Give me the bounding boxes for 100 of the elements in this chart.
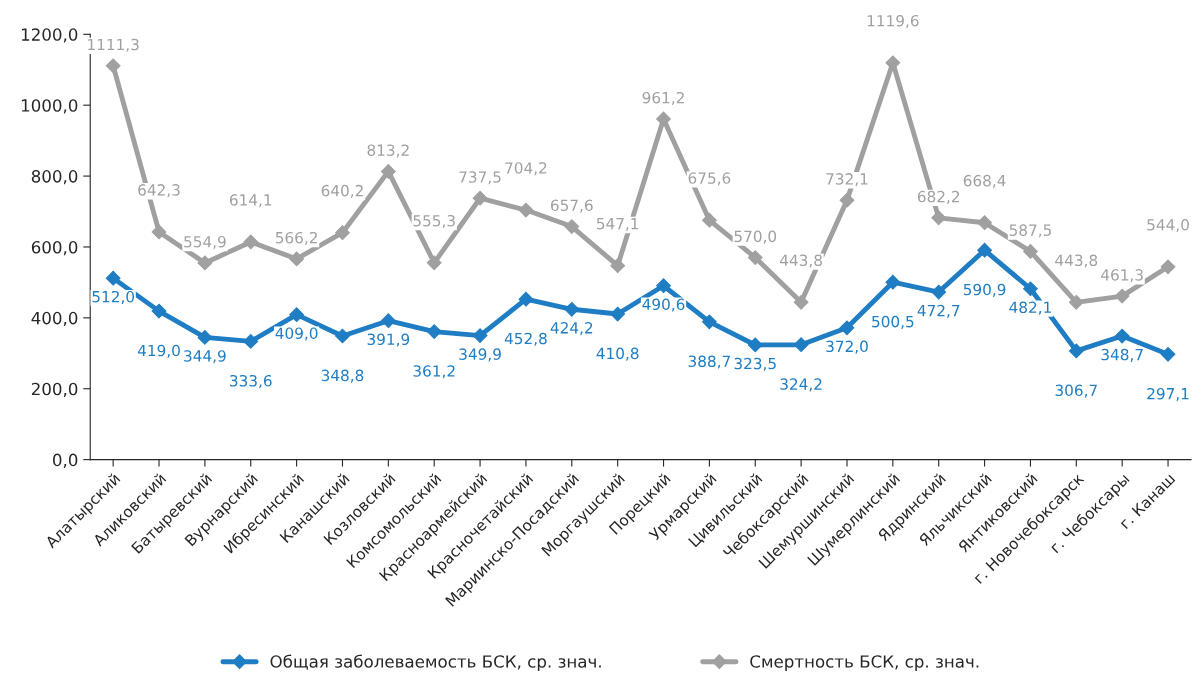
data-label: 961,2 (642, 91, 684, 106)
data-label: 472,7 (917, 304, 960, 318)
data-label: 391,9 (367, 333, 410, 347)
y-tick-label: 400,0 (31, 311, 78, 327)
point (335, 225, 350, 241)
point (1160, 346, 1176, 362)
point (289, 307, 305, 323)
point (289, 251, 305, 267)
point (977, 242, 992, 258)
point (335, 328, 350, 344)
data-label: 570,0 (734, 230, 777, 244)
point (518, 202, 534, 218)
data-label: 732,1 (826, 173, 868, 187)
data-label: 1111,3 (88, 38, 139, 52)
point (151, 224, 167, 240)
point (380, 313, 396, 329)
y-tick-label: 1200,0 (21, 28, 78, 43)
data-label: 555,3 (413, 214, 455, 229)
data-label: 547,1 (596, 218, 639, 231)
y-tick-label: 0,0 (53, 453, 78, 468)
data-label: 566,2 (275, 231, 317, 246)
point (793, 337, 809, 353)
point (977, 215, 992, 231)
data-label: 306,7 (1055, 384, 1097, 398)
point (931, 284, 947, 300)
point (610, 306, 626, 322)
point (1160, 259, 1176, 275)
point (472, 190, 488, 206)
legend-label: Смертность БСК, ср. знач. (750, 655, 979, 671)
y-tick-label: 200,0 (31, 382, 78, 397)
point (610, 258, 626, 274)
data-label: 500,5 (872, 315, 914, 329)
y-tick-label: 800,0 (31, 170, 78, 185)
point (839, 320, 855, 336)
legend-label: Общая заболеваемость БСК, ср. знач. (270, 654, 601, 671)
point (656, 278, 671, 294)
data-label: 737,5 (459, 171, 501, 185)
point (105, 270, 121, 286)
data-label: 614,1 (229, 194, 272, 208)
data-label: 443,8 (780, 254, 822, 268)
point (839, 192, 855, 208)
point (564, 301, 580, 317)
point (885, 274, 901, 290)
data-label: 1119,6 (867, 14, 919, 29)
point (1023, 244, 1038, 259)
data-label: 324,2 (780, 378, 822, 392)
point (702, 314, 717, 330)
data-label: 409,0 (275, 327, 318, 341)
data-label: 452,8 (504, 332, 547, 346)
point (243, 333, 259, 349)
data-label: 813,2 (367, 144, 409, 158)
data-label: 682,2 (917, 190, 960, 204)
point (793, 294, 809, 310)
data-label: 482,1 (1009, 301, 1051, 315)
point (243, 234, 259, 250)
point (472, 328, 488, 343)
data-label: 424,2 (550, 322, 593, 336)
data-label: 348,7 (1101, 348, 1143, 362)
point (380, 164, 396, 179)
point (702, 212, 717, 228)
data-label: 512,0 (92, 290, 135, 305)
data-label: 410,8 (596, 347, 639, 361)
data-label: 642,3 (138, 184, 180, 198)
point (1114, 288, 1130, 304)
data-label: 554,9 (184, 235, 226, 250)
point (426, 255, 442, 271)
data-label: 704,2 (505, 162, 547, 176)
data-label: 640,2 (321, 184, 363, 198)
point (564, 219, 580, 234)
point (518, 291, 534, 307)
y-tick-label: 600,0 (31, 240, 78, 256)
data-label: 349,9 (459, 348, 501, 362)
data-label: 490,6 (642, 298, 685, 312)
point (426, 324, 442, 339)
point (656, 111, 671, 127)
data-label: 587,5 (1009, 224, 1051, 238)
point (105, 58, 121, 74)
data-label: 419,0 (137, 344, 180, 358)
data-label: 348,8 (321, 369, 364, 383)
point (151, 303, 167, 319)
point (1068, 343, 1084, 359)
point (931, 210, 947, 226)
y-tick-label: 1000,0 (21, 99, 78, 114)
data-label: 657,6 (551, 199, 593, 213)
data-label: 333,6 (230, 374, 272, 389)
data-label: 590,9 (963, 283, 1006, 297)
point (747, 250, 763, 265)
point (1023, 281, 1038, 297)
point (1068, 294, 1084, 310)
point (1114, 328, 1130, 344)
data-label: 675,6 (688, 172, 731, 186)
data-label: 372,0 (826, 340, 868, 354)
data-label: 388,7 (688, 355, 730, 369)
data-label: 297,1 (1147, 387, 1189, 402)
point (197, 255, 213, 271)
data-label: 344,9 (184, 350, 226, 364)
data-label: 361,2 (413, 365, 455, 379)
data-label: 461,3 (1101, 269, 1143, 283)
point (747, 337, 763, 353)
data-label: 443,8 (1055, 254, 1098, 268)
